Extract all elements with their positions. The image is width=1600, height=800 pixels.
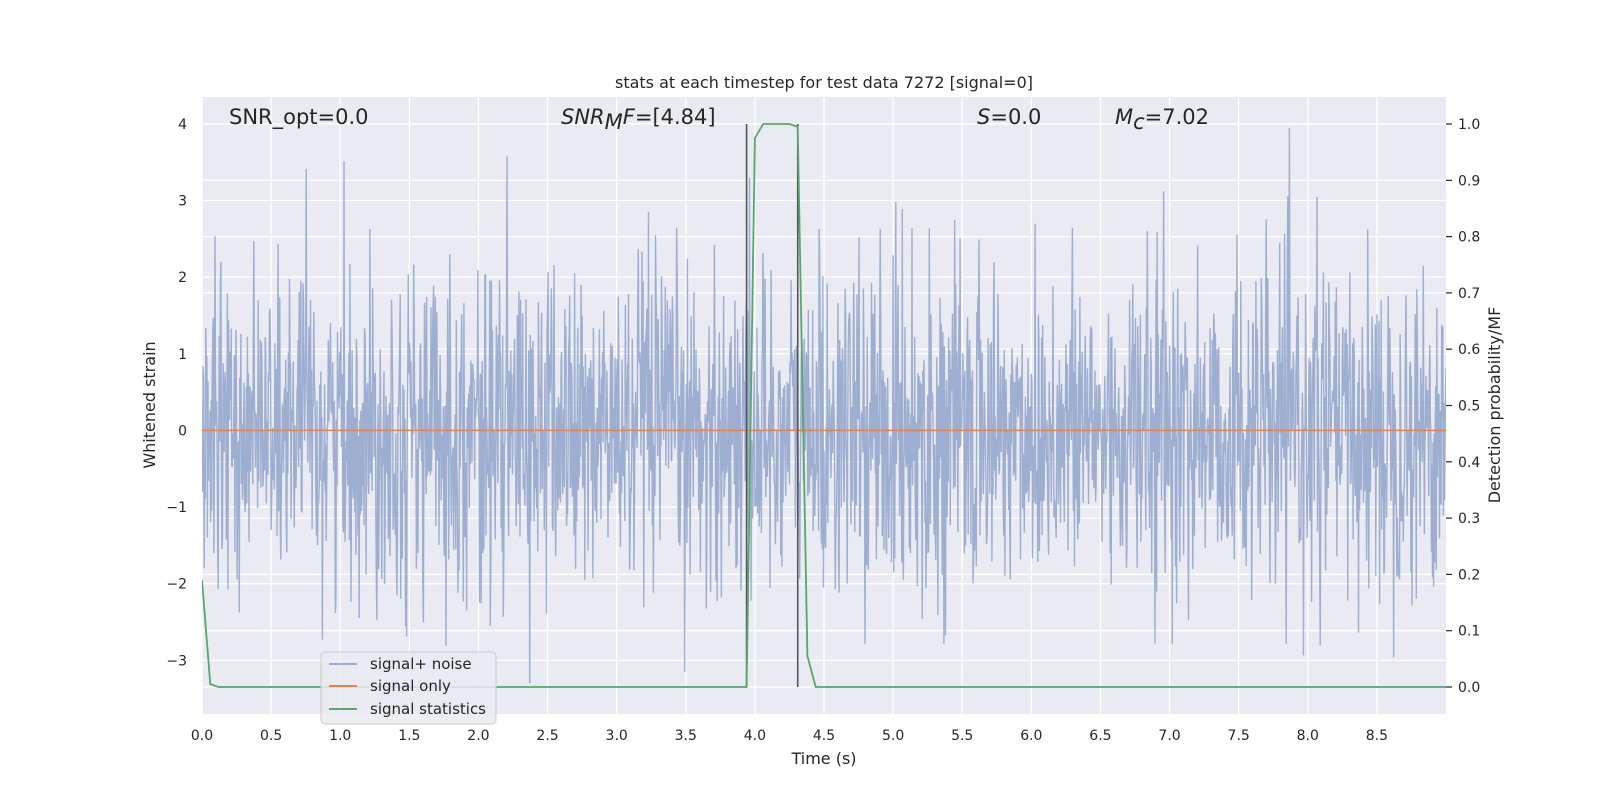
- y-tick-label: 1: [178, 347, 187, 363]
- x-tick-label: 4.5: [813, 728, 835, 744]
- annotation-mc-sub: c: [1133, 110, 1145, 134]
- y2-axis-ticks: 0.0 0.1 0.2 0.3 0.4 0.5 0.6 0.7 0.8 0.9 1.0: [1446, 117, 1480, 696]
- y2-tick-label: 0.8: [1458, 230, 1480, 246]
- chart-title: stats at each timestep for test data 727…: [615, 73, 1033, 92]
- y-tick-label: 2: [178, 270, 187, 286]
- x-axis-ticks: 0.0 0.5 1.0 1.5 2.0 2.5 3.0 3.5 4.0 4.5 5.0 5.5 6.0 6…: [191, 728, 1388, 744]
- annotation-mc-main: M: [1115, 105, 1133, 129]
- x-tick-label: 5.0: [882, 728, 904, 744]
- legend-box: [320, 651, 497, 725]
- legend: signal+ noise signal only signal statist…: [320, 651, 497, 725]
- y2-tick-label: 0.0: [1458, 680, 1480, 696]
- x-tick-label: 8.0: [1297, 728, 1319, 744]
- annotation-snr-opt: SNR_opt=0.0: [229, 105, 369, 130]
- x-tick-label: 6.0: [1020, 728, 1042, 744]
- y2-axis-label: Detection probability/MF: [1485, 307, 1504, 504]
- annotation-snr-mf-sub: M: [605, 110, 623, 134]
- y-tick-label: −1: [166, 500, 187, 516]
- annotation-snr-mf-rest: F: [623, 105, 636, 129]
- series-signal-noise-line: [202, 127, 1446, 684]
- y2-tick-label: 0.1: [1458, 624, 1480, 640]
- x-tick-label: 5.5: [951, 728, 973, 744]
- y2-tick-label: 0.2: [1458, 567, 1480, 583]
- x-tick-label: 1.5: [398, 728, 420, 744]
- annotation-s-value: =0.0: [990, 105, 1041, 129]
- y2-tick-label: 0.3: [1458, 511, 1480, 527]
- series-signal-statistics-line: [202, 123, 1446, 688]
- x-tick-label: 8.5: [1366, 728, 1388, 744]
- annotation-s-label: S: [977, 105, 990, 129]
- x-tick-label: 2.0: [467, 728, 489, 744]
- vertical-markers: [745, 124, 799, 687]
- x-tick-label: 3.5: [675, 728, 697, 744]
- y2-tick-label: 0.6: [1458, 342, 1480, 358]
- y-tick-label: 0: [178, 423, 187, 439]
- y2-tick-label: 1.0: [1458, 117, 1480, 133]
- legend-label-signal-only: signal only: [370, 677, 451, 695]
- y-tick-label: −3: [166, 653, 187, 669]
- y-axis-label: Whitened strain: [140, 341, 159, 468]
- x-tick-label: 4.0: [744, 728, 766, 744]
- y2-tick-label: 0.7: [1458, 286, 1480, 302]
- legend-label-signal-statistics: signal statistics: [370, 700, 486, 718]
- annotation-mc: Mc=7.02: [1115, 105, 1209, 134]
- x-tick-label: 1.0: [329, 728, 351, 744]
- y2-tick-label: 0.4: [1458, 455, 1480, 471]
- annotation-s: S=0.0: [977, 105, 1041, 129]
- x-tick-label: 0.0: [191, 728, 213, 744]
- legend-label-signal-noise: signal+ noise: [370, 655, 472, 673]
- annotation-snr-mf-value: =[4.84]: [635, 105, 716, 129]
- x-tick-label: 6.5: [1089, 728, 1111, 744]
- annotation-mc-value: =7.02: [1145, 105, 1209, 129]
- x-axis-label: Time (s): [790, 749, 856, 768]
- annotation-snr-mf: SNRMF=[4.84]: [561, 105, 716, 134]
- y2-tick-label: 0.5: [1458, 399, 1480, 415]
- y2-tick-label: 0.9: [1458, 173, 1480, 189]
- x-tick-label: 3.0: [606, 728, 628, 744]
- y-axis-ticks: −3 −2 −1 0 1 2 3 4: [166, 117, 187, 670]
- y-tick-label: −2: [166, 577, 187, 593]
- x-tick-label: 0.5: [260, 728, 282, 744]
- y-tick-label: 3: [178, 193, 187, 209]
- x-tick-label: 7.0: [1158, 728, 1180, 744]
- y-tick-label: 4: [178, 117, 187, 133]
- annotation-snr-mf-main: SNR: [561, 105, 605, 129]
- x-tick-label: 7.5: [1228, 728, 1250, 744]
- x-tick-label: 2.5: [536, 728, 558, 744]
